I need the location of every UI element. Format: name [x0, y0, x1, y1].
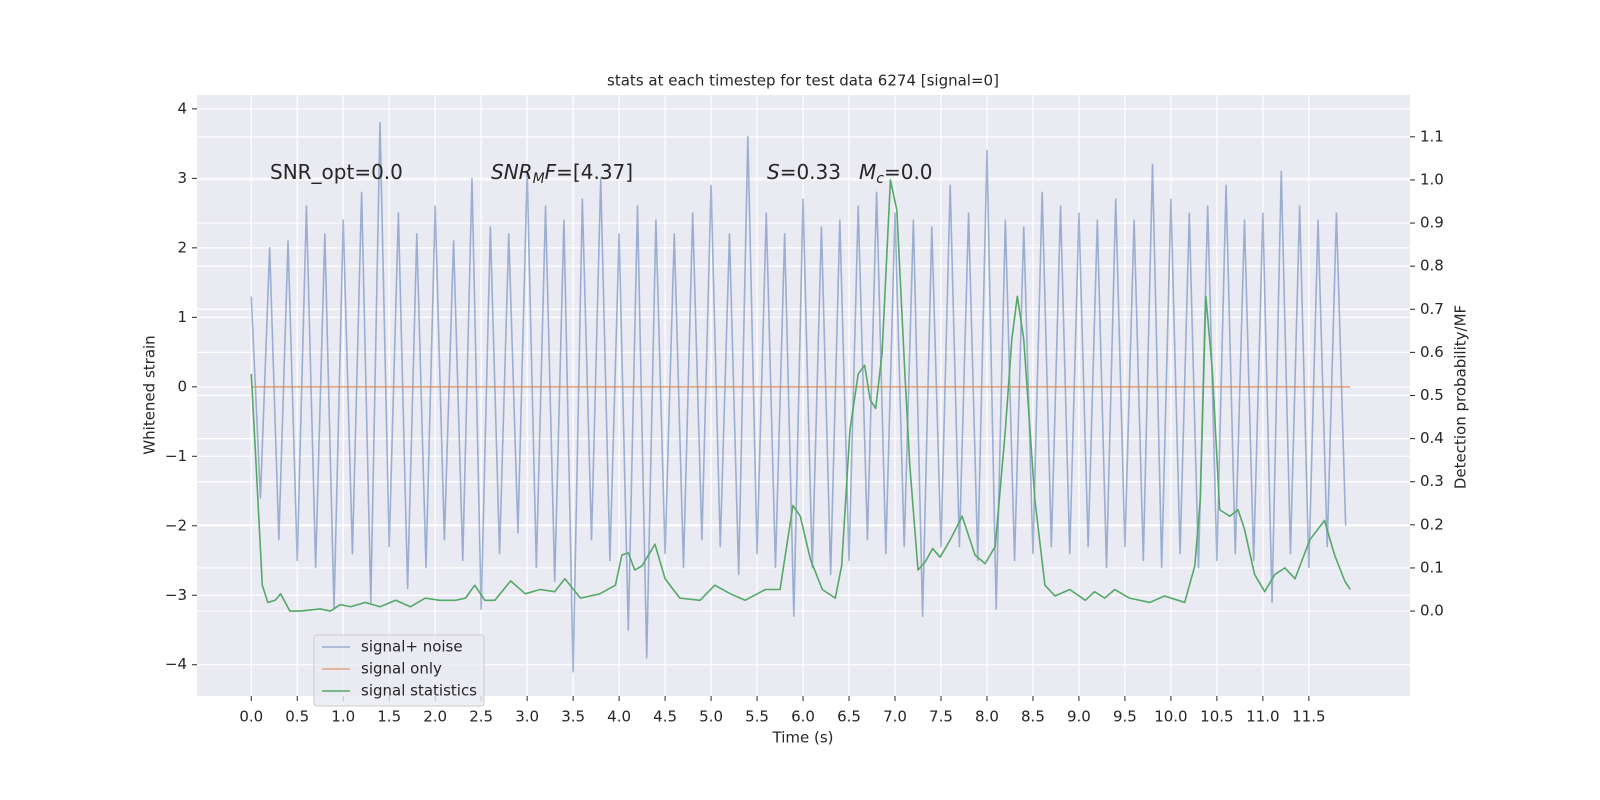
overlay: 0.0 0.5 1.0 1.5 2.0 2.5 3.0 3.5 4.0 4.5 5.0 5.5 6.0 6… [165, 99, 1444, 725]
x-tick-label: 6.5 [837, 708, 861, 726]
x-tick-label: 6.0 [791, 708, 815, 726]
x-tick-label: 11.0 [1246, 708, 1279, 726]
annotation-part: =0.33 [780, 160, 841, 184]
y2-tick-label: 0.0 [1420, 602, 1444, 620]
legend-label: signal statistics [361, 682, 477, 700]
annotation: SNR_opt=0.0 [270, 160, 403, 184]
x-tick-label: 7.5 [929, 708, 953, 726]
series-line [250, 121, 1347, 673]
y2-axis-label: Detection probability/MF [1452, 305, 1470, 489]
y2-tick-label: 0.7 [1420, 300, 1444, 318]
y-tick-label: 4 [177, 99, 187, 117]
series-layer [250, 121, 1351, 673]
chart-title: stats at each timestep for test data 627… [607, 72, 999, 90]
annotation-part: c [876, 171, 884, 187]
y-tick-label: −1 [165, 447, 187, 465]
x-tick-label: 3.5 [561, 708, 585, 726]
x-tick-label: 5.0 [699, 708, 723, 726]
x-tick-label: 11.5 [1292, 708, 1325, 726]
x-tick-label: 1.0 [331, 708, 355, 726]
x-tick-label: 0.5 [285, 708, 309, 726]
x-tick-label: 7.0 [883, 708, 907, 726]
y2-tick-label: 0.8 [1420, 257, 1444, 275]
y-tick-label: −2 [165, 516, 187, 534]
y2-tick-label: 0.1 [1420, 558, 1444, 576]
x-tick-label: 2.0 [423, 708, 447, 726]
x-tick-label: 1.5 [377, 708, 401, 726]
annotation-part: =[4.37] [556, 160, 633, 184]
y-axis-label: Whitened strain [141, 335, 159, 454]
x-tick-label: 5.5 [745, 708, 769, 726]
x-tick-label: 2.5 [469, 708, 493, 726]
y-tick-label: 3 [177, 169, 187, 187]
x-tick-label: 8.0 [975, 708, 999, 726]
y2-tick-label: 0.4 [1420, 429, 1444, 447]
annotation-part: SNR [491, 160, 533, 184]
y2-tick-label: 0.2 [1420, 515, 1444, 533]
annotation-part: M [533, 171, 545, 187]
y2-tick-label: 0.9 [1420, 214, 1444, 232]
x-axis-label: Time (s) [772, 729, 834, 747]
annotation: SNRMF=[4.37] [491, 160, 633, 188]
legend-label: signal only [361, 660, 442, 678]
x-tick-label: 4.5 [653, 708, 677, 726]
x-tick-label: 9.0 [1067, 708, 1091, 726]
legend-box [313, 634, 485, 707]
annotation-part: M [859, 160, 876, 184]
annotation: Mc=0.0 [859, 160, 933, 188]
y-tick-label: −3 [165, 586, 187, 604]
y2-tick-label: 1.0 [1420, 170, 1444, 188]
legend-label: signal+ noise [361, 638, 463, 656]
y-tick-label: 0 [177, 377, 187, 395]
y2-tick-label: 0.3 [1420, 472, 1444, 490]
x-tick-label: 9.5 [1113, 708, 1137, 726]
x-tick-label: 0.0 [239, 708, 263, 726]
x-tick-label: 4.0 [607, 708, 631, 726]
y2-tick-label: 0.5 [1420, 386, 1444, 404]
annotation: S=0.33 [767, 160, 841, 184]
annotation-part: SNR_opt=0.0 [270, 160, 403, 184]
x-tick-label: 10.0 [1154, 708, 1187, 726]
y2-tick-label: 0.6 [1420, 343, 1444, 361]
y-tick-label: 2 [177, 238, 187, 256]
y2-tick-label: 1.1 [1420, 127, 1444, 145]
y-tick-label: −4 [165, 655, 187, 673]
annotation-part: F [545, 160, 557, 184]
x-tick-label: 8.5 [1021, 708, 1045, 726]
x-tick-label: 3.0 [515, 708, 539, 726]
x-tick-label: 10.5 [1200, 708, 1233, 726]
series-line [250, 179, 1351, 612]
annotation-part: S [767, 160, 780, 184]
y-tick-label: 1 [177, 308, 187, 326]
annotation-part: =0.0 [884, 160, 933, 184]
